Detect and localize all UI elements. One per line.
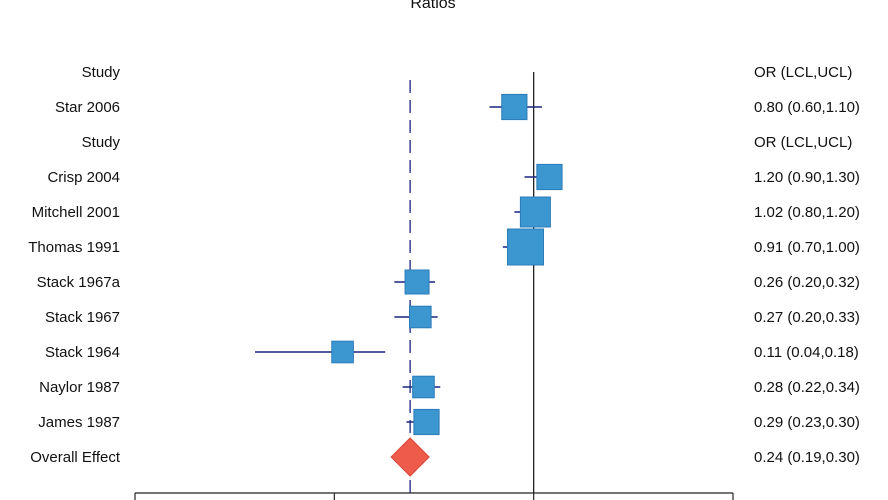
ci-value-label: 1.20 (0.90,1.30) [754,169,860,186]
study-label: Stack 1967 [45,309,120,326]
study-label: Stack 1967a [37,274,121,291]
study-estimate-box [413,408,440,436]
study-label: Overall Effect [30,449,121,466]
ci-value-label: 0.24 (0.19,0.30) [754,449,860,466]
study-label: Mitchell 2001 [32,204,120,221]
forest-row: Study OR (LCL,UCL) [82,134,853,151]
study-estimate-box [507,228,545,266]
forest-row: James 1987 0.29 (0.23,0.30) [38,408,860,436]
ci-value-label: 1.02 (0.80,1.20) [754,204,860,221]
study-label: Star 2006 [55,99,120,116]
overall-effect-diamond [390,437,430,477]
study-label: Thomas 1991 [28,239,120,256]
ci-value-label: 0.11 (0.04,0.18) [754,344,859,361]
study-estimate-box [519,196,551,228]
ci-value-label: 0.29 (0.23,0.30) [754,414,860,431]
study-rows: Study OR (LCL,UCL) Star 2006 0.80 (0.60,1.1… [28,64,860,477]
forest-row: Naylor 1987 0.28 (0.22,0.34) [39,375,860,399]
ci-value-label: 0.28 (0.22,0.34) [754,379,860,396]
ci-value-label: 0.91 (0.70,1.00) [754,239,860,256]
forest-row: Thomas 1991 0.91 (0.70,1.00) [28,228,860,266]
ci-value-label: OR (LCL,UCL) [754,64,852,81]
ci-value-label: 0.27 (0.20,0.33) [754,309,860,326]
study-label: James 1987 [38,414,120,431]
ci-value-label: 0.80 (0.60,1.10) [754,99,860,116]
ci-value-label: OR (LCL,UCL) [754,134,852,151]
forest-row: Stack 1967 0.27 (0.20,0.33) [45,305,860,329]
forest-row: Star 2006 0.80 (0.60,1.10) [55,93,860,121]
study-label: Stack 1964 [45,344,120,361]
study-estimate-box [412,375,435,399]
study-label: Study [82,64,121,81]
forest-row: Overall Effect 0.24 (0.19,0.30) [30,437,860,477]
study-label: Naylor 1987 [39,379,120,396]
study-estimate-box [501,93,528,121]
study-estimate-box [536,163,563,191]
study-estimate-box [331,340,354,364]
forest-row: Mitchell 2001 1.02 (0.80,1.20) [32,196,860,228]
study-label: Crisp 2004 [47,169,120,186]
chart-title: Ratios [410,0,455,12]
study-estimate-box [409,305,432,329]
forest-row: Crisp 2004 1.20 (0.90,1.30) [47,163,860,191]
study-label: Study [82,134,121,151]
x-axis [134,492,734,500]
study-estimate-box [404,269,430,295]
ci-value-label: 0.26 (0.20,0.32) [754,274,860,291]
forest-row: Study OR (LCL,UCL) [82,64,853,81]
forest-row: Stack 1964 0.11 (0.04,0.18) [45,340,859,364]
forest-row: Stack 1967a 0.26 (0.20,0.32) [37,269,860,295]
